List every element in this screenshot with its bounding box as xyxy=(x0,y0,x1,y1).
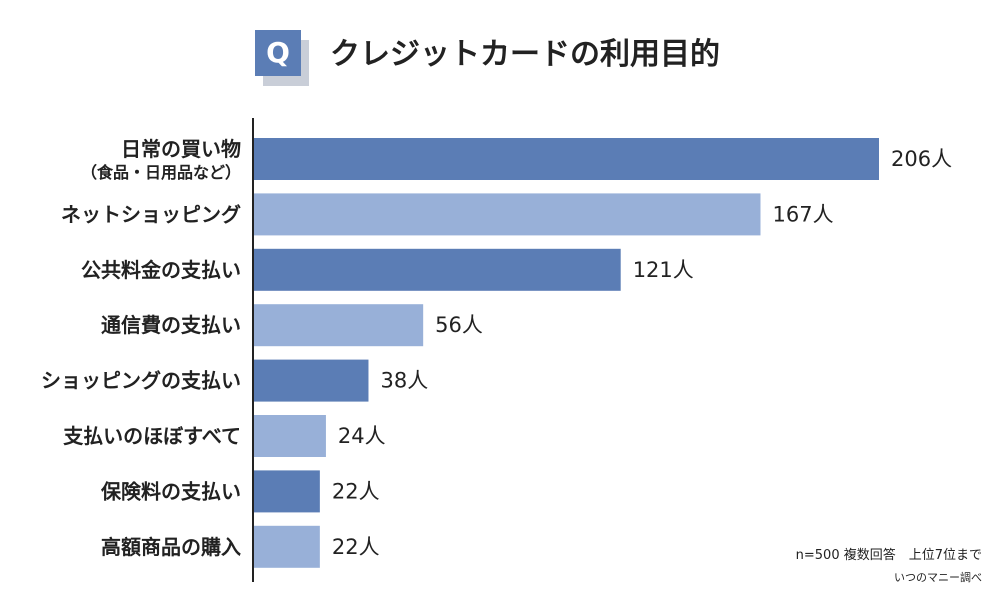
sample-note: n=500 複数回答 上位7位まで xyxy=(795,548,982,563)
question-badge: Q xyxy=(255,30,309,86)
category-label-2: ネットショッピング xyxy=(61,202,241,226)
chart-title: クレジットカードの利用目的 xyxy=(330,37,720,72)
category-label-8: 高額商品の購入 xyxy=(101,535,241,559)
bar-1 xyxy=(253,138,879,180)
category-label-5: ショッピングの支払い xyxy=(41,369,241,393)
source-note: いつのマニー調べ xyxy=(894,571,982,584)
value-label-1: 206人 xyxy=(891,147,952,171)
question-badge-letter: Q xyxy=(255,30,301,76)
value-label-8: 22人 xyxy=(332,535,380,559)
bar-2 xyxy=(253,193,761,236)
bar-8 xyxy=(253,525,320,568)
category-label-3: 公共料金の支払い xyxy=(81,258,241,282)
category-label-1-line-2: （食品・日用品など） xyxy=(81,163,241,182)
bar-6 xyxy=(253,415,326,457)
value-label-5: 38人 xyxy=(380,369,428,393)
bar-5 xyxy=(253,359,369,402)
category-label-4: 通信費の支払い xyxy=(101,313,241,337)
bar-7 xyxy=(253,470,320,513)
value-label-2: 167人 xyxy=(772,202,833,226)
value-label-3: 121人 xyxy=(633,258,694,282)
category-label-6: 支払いのほぼすべて xyxy=(63,424,241,448)
value-label-7: 22人 xyxy=(332,479,380,503)
bar-3 xyxy=(253,248,621,291)
bar-4 xyxy=(253,304,424,347)
category-label-7: 保険料の支払い xyxy=(100,479,241,503)
category-label-1-line-1: 日常の買い物 xyxy=(121,137,241,161)
value-label-6: 24人 xyxy=(338,424,386,448)
value-label-4: 56人 xyxy=(435,313,483,337)
